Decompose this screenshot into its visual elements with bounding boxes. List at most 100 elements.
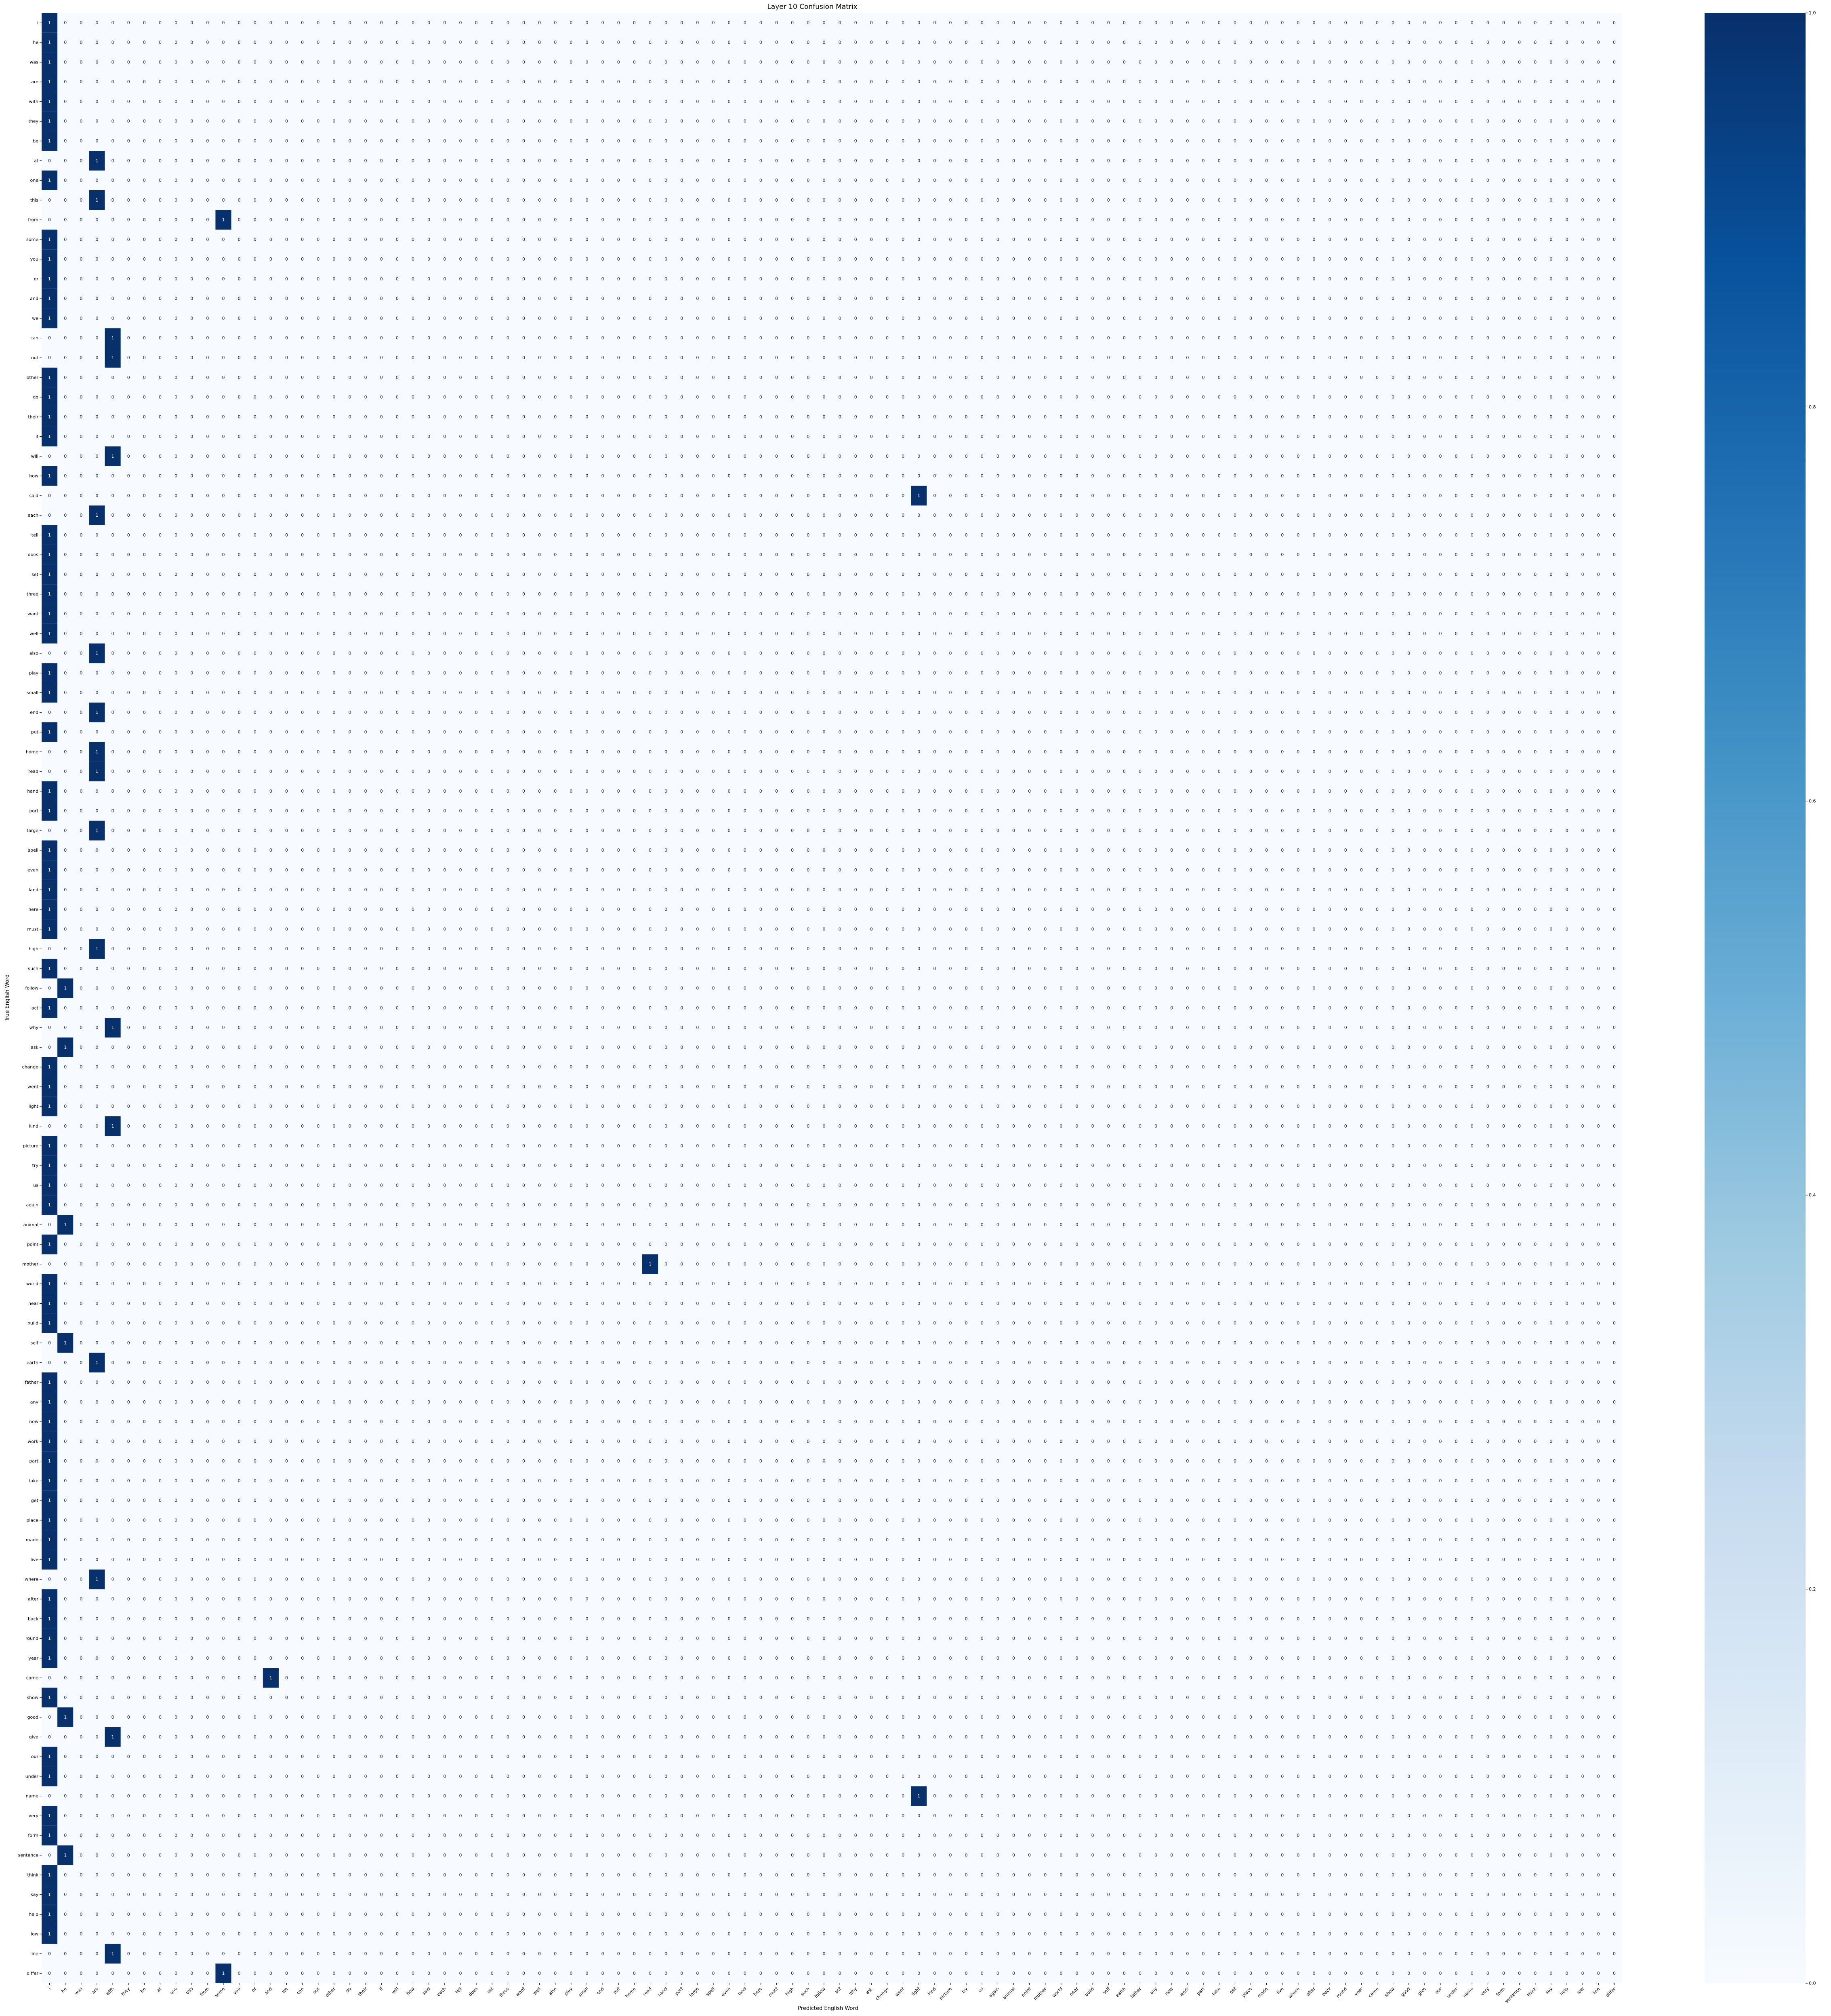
cell-value-label: 0 xyxy=(1518,296,1521,301)
cell-value-label: 0 xyxy=(839,808,841,814)
cell-value-label: 0 xyxy=(1281,434,1284,439)
cell-value-label: 0 xyxy=(95,631,98,636)
cell-value-label: 0 xyxy=(696,926,699,932)
cell-value-label: 0 xyxy=(1218,966,1221,971)
cell-value-label: 0 xyxy=(839,59,841,65)
cell-value-label: 0 xyxy=(1028,631,1031,636)
cell-value-label: 0 xyxy=(633,651,636,656)
cell-value-label: 0 xyxy=(48,769,51,774)
cell-value-label: 0 xyxy=(443,20,446,25)
cell-value-label: 0 xyxy=(538,907,541,912)
cell-value-label: 0 xyxy=(996,139,999,144)
cell-value-label: 0 xyxy=(807,198,809,203)
cell-value-label: 0 xyxy=(396,493,399,498)
cell-value-label: 0 xyxy=(95,257,98,262)
cell-value-label: 0 xyxy=(1123,848,1126,853)
cell-value-label: 0 xyxy=(839,670,841,676)
cell-value-label: 0 xyxy=(744,946,746,951)
cell-value-label: 0 xyxy=(1044,651,1047,656)
cell-value-label: 0 xyxy=(902,217,904,223)
cell-value-label: 0 xyxy=(396,257,399,262)
cell-value-label: 0 xyxy=(649,631,652,636)
cell-value-label: 0 xyxy=(1439,513,1442,518)
cell-value-label: 0 xyxy=(206,473,209,479)
cell-value-label: 0 xyxy=(1012,296,1015,301)
cell-value-label: 0 xyxy=(696,119,699,124)
cell-value-label: 0 xyxy=(475,808,478,814)
cell-value-label: 0 xyxy=(1123,611,1126,617)
cell-value-label: 0 xyxy=(1312,926,1315,932)
cell-value-label: 0 xyxy=(190,316,193,321)
cell-value-label: 0 xyxy=(159,99,162,104)
cell-value-label: 0 xyxy=(633,454,636,459)
cell-value-label: 0 xyxy=(839,139,841,144)
cell-value-label: 0 xyxy=(80,296,82,301)
cell-value-label: 0 xyxy=(791,611,794,617)
cell-value-label: 0 xyxy=(1202,119,1205,124)
cell-value-label: 0 xyxy=(174,867,177,873)
cell-value-label: 0 xyxy=(111,730,114,735)
cell-value-label: 0 xyxy=(839,572,841,577)
cell-value-label: 0 xyxy=(1344,730,1347,735)
cell-value-label: 0 xyxy=(206,178,209,183)
cell-value-label: 0 xyxy=(1249,710,1252,715)
cell-value-label: 0 xyxy=(664,473,667,479)
cell-value-label: 0 xyxy=(538,276,541,282)
cell-value-label: 0 xyxy=(143,217,146,223)
cell-value-label: 0 xyxy=(633,139,636,144)
cell-value-label: 0 xyxy=(459,966,462,971)
cell-value-label: 0 xyxy=(64,572,67,577)
cell-value-label: 0 xyxy=(585,749,588,754)
cell-value-label: 0 xyxy=(1028,966,1031,971)
cell-value-label: 0 xyxy=(1265,572,1268,577)
cell-value-label: 0 xyxy=(475,335,478,341)
cell-value-label: 0 xyxy=(1249,395,1252,400)
cell-value-label: 0 xyxy=(1044,139,1047,144)
cell-value-label: 0 xyxy=(443,907,446,912)
cell-value-label: 0 xyxy=(680,257,683,262)
cell-value-label: 0 xyxy=(1329,434,1331,439)
cell-value-label: 0 xyxy=(949,355,952,360)
cell-value-label: 0 xyxy=(206,552,209,558)
cell-value-label: 0 xyxy=(791,631,794,636)
cell-value-label: 0 xyxy=(143,769,146,774)
cell-value-label: 0 xyxy=(1597,572,1600,577)
cell-value-label: 0 xyxy=(965,710,968,715)
cell-value-label: 0 xyxy=(949,769,952,774)
cell-value-label: 0 xyxy=(981,178,984,183)
cell-value-label: 0 xyxy=(459,730,462,735)
cell-value-label: 0 xyxy=(1154,513,1157,518)
cell-value-label: 0 xyxy=(728,355,731,360)
cell-value-label: 0 xyxy=(538,946,541,951)
cell-value-label: 0 xyxy=(1281,513,1284,518)
cell-value-label: 0 xyxy=(127,316,130,321)
cell-value-label: 0 xyxy=(807,276,809,282)
cell-value-label: 0 xyxy=(1471,611,1474,617)
cell-value-label: 0 xyxy=(570,867,572,873)
cell-value-label: 0 xyxy=(380,296,383,301)
cell-value-label: 0 xyxy=(190,926,193,932)
cell-value-label: 0 xyxy=(633,513,636,518)
cell-value-label: 0 xyxy=(759,552,762,558)
cell-value-label: 0 xyxy=(1265,690,1268,695)
cell-value-label: 0 xyxy=(491,434,494,439)
cell-value-label: 0 xyxy=(1139,158,1141,163)
cell-value-label: 0 xyxy=(1202,414,1205,419)
cell-value-label: 0 xyxy=(491,395,494,400)
cell-value-label: 0 xyxy=(1455,867,1458,873)
cell-value-label: 0 xyxy=(206,375,209,380)
cell-value-label: 0 xyxy=(1186,867,1189,873)
cell-value-label: 0 xyxy=(190,611,193,617)
cell-value-label: 0 xyxy=(269,926,272,932)
cell-value-label: 0 xyxy=(396,926,399,932)
cell-value-label: 0 xyxy=(1297,198,1299,203)
cell-value-label: 0 xyxy=(870,887,873,892)
cell-value-label: 0 xyxy=(664,730,667,735)
cell-value-label: 0 xyxy=(475,907,478,912)
cell-value-label: 0 xyxy=(1186,139,1189,144)
cell-value-label: 0 xyxy=(443,237,446,242)
cell-value-label: 0 xyxy=(1502,237,1505,242)
cell-value-label: 0 xyxy=(111,473,114,479)
cell-value-label: 0 xyxy=(1581,710,1584,715)
cell-value-label: 0 xyxy=(791,946,794,951)
